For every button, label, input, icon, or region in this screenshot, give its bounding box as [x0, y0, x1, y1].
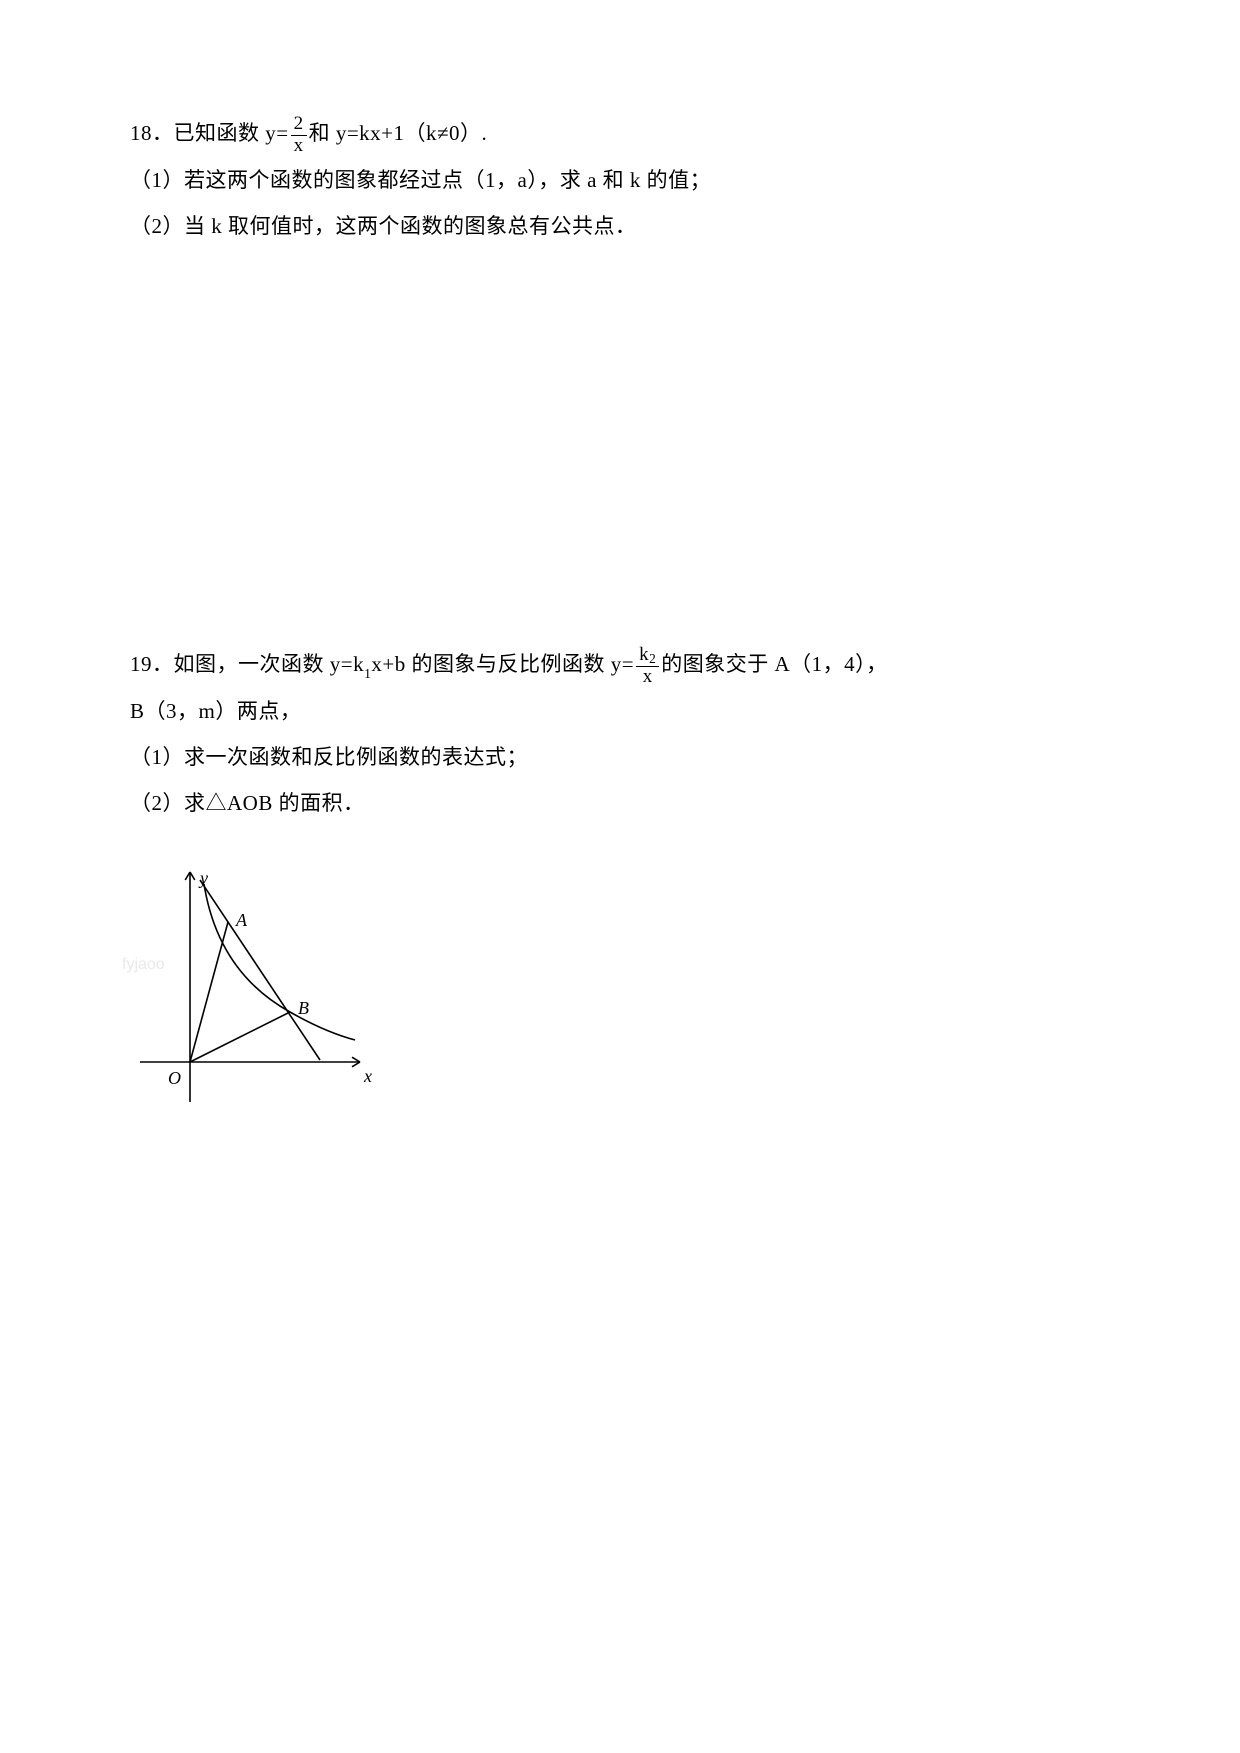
watermark: fyjaoo [122, 956, 1102, 974]
stem-text: 如图，一次函数 y=k [174, 652, 365, 676]
fraction-numerator: 2 [291, 114, 307, 136]
problem-18: 18．已知函数 y=2x和 y=kx+1（k≠0）. （1）若这两个函数的图象都… [130, 110, 1110, 249]
svg-text:O: O [168, 1068, 181, 1088]
svg-text:y: y [198, 868, 208, 888]
problem-number: 19． [130, 652, 174, 676]
fraction-denominator: x [636, 667, 659, 688]
fraction-numerator: k2 [636, 645, 659, 667]
problem-number: 18． [130, 121, 174, 145]
problem-19-stem-line-1: 19．如图，一次函数 y=k1x+b 的图象与反比例函数 y=k2x的图象交于 … [130, 641, 1110, 688]
fraction: k2x [636, 645, 659, 688]
stem-text: 和 y=kx+1（k≠0）. [309, 121, 488, 145]
graph-svg: Ox y A B [130, 862, 390, 1122]
problem-18-stem: 18．已知函数 y=2x和 y=kx+1（k≠0）. [130, 110, 1110, 157]
stem-text: 的图象交于 A（1，4）， [661, 652, 887, 676]
fraction: 2x [291, 114, 307, 157]
subscript: 1 [364, 666, 371, 681]
stem-text: 已知函数 y= [174, 121, 289, 145]
spacer [130, 281, 1110, 641]
problem-19-stem-line-2: B（3，m）两点， [130, 688, 1110, 734]
figure-graph: Ox y A B [130, 862, 1110, 1122]
problem-19-part-2: （2）求△AOB 的面积． [130, 780, 1110, 826]
svg-text:A: A [235, 910, 248, 930]
problem-19-part-1: （1）求一次函数和反比例函数的表达式； [130, 734, 1110, 780]
problem-18-part-1: （1）若这两个函数的图象都经过点（1，a），求 a 和 k 的值； [130, 157, 1110, 203]
problem-19: 19．如图，一次函数 y=k1x+b 的图象与反比例函数 y=k2x的图象交于 … [130, 641, 1110, 1122]
stem-text: x+b 的图象与反比例函数 y= [371, 652, 634, 676]
svg-text:x: x [363, 1066, 372, 1086]
svg-text:B: B [298, 998, 309, 1018]
problem-18-part-2: （2）当 k 取何值时，这两个函数的图象总有公共点． [130, 203, 1110, 249]
fraction-denominator: x [291, 136, 307, 157]
